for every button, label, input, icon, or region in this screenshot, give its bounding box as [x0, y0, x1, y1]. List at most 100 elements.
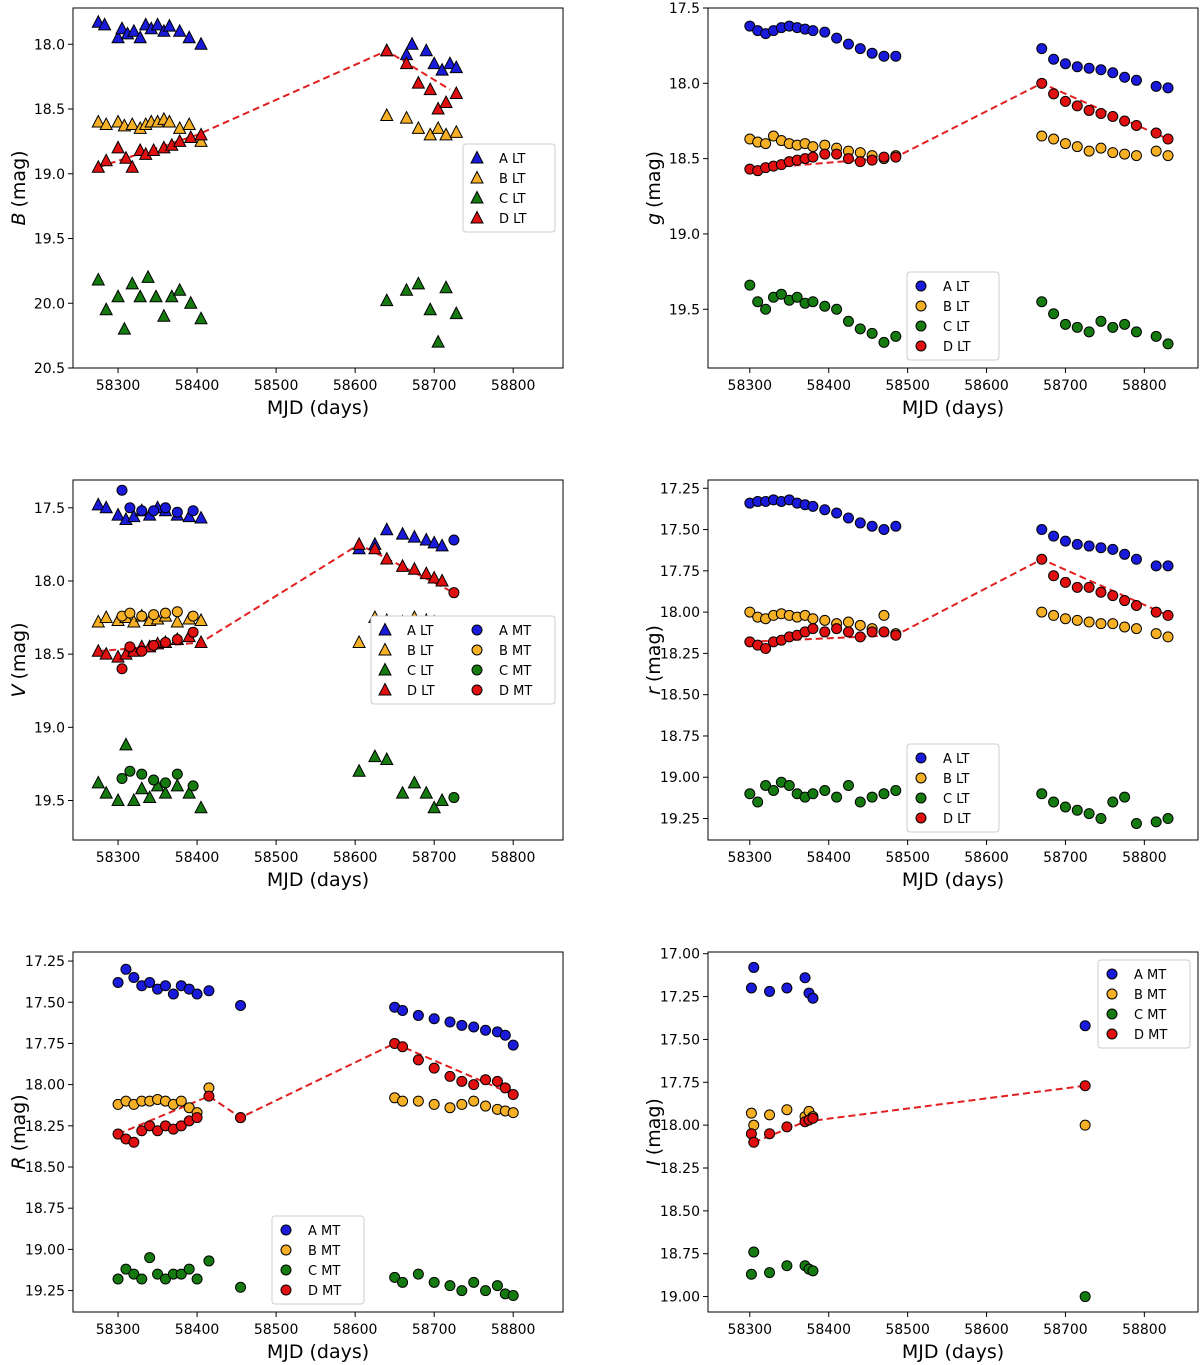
data-point	[379, 751, 394, 766]
legend-marker	[915, 280, 927, 292]
legend-box	[906, 743, 1000, 833]
data-point	[171, 768, 183, 780]
data-point	[136, 505, 148, 517]
data-point	[175, 1268, 187, 1280]
data-point	[152, 1268, 164, 1280]
x-tick-label: 58500	[885, 850, 930, 866]
data-point	[431, 101, 445, 115]
data-point	[468, 1079, 480, 1091]
data-point	[748, 1246, 760, 1258]
data-point	[183, 983, 195, 995]
data-point	[443, 56, 457, 70]
data-point	[187, 780, 199, 792]
data-point	[97, 17, 112, 31]
data-point	[456, 1075, 468, 1087]
data-point	[1079, 1119, 1091, 1131]
data-point	[172, 23, 187, 37]
data-point	[397, 1041, 409, 1053]
data-point	[194, 133, 208, 147]
y-tick-label: 18.75	[660, 729, 700, 745]
data-point	[405, 36, 419, 50]
data-point	[842, 153, 854, 165]
data-point	[235, 1000, 247, 1012]
data-point	[1083, 581, 1095, 593]
data-point	[1059, 801, 1071, 813]
x-tick-label: 58700	[412, 378, 457, 394]
data-point	[760, 642, 772, 654]
y-tick-label: 17.50	[660, 1032, 700, 1048]
data-point	[1162, 813, 1174, 825]
data-point	[491, 1075, 503, 1087]
data-point	[175, 1095, 187, 1107]
x-tick-label: 58500	[254, 1322, 299, 1338]
axes-frame	[707, 951, 1199, 1313]
legend-box	[906, 271, 1000, 361]
y-axis-unit: (mag)	[643, 1098, 665, 1155]
data-point	[124, 765, 136, 777]
data-point	[127, 23, 141, 37]
data-point	[175, 1120, 187, 1132]
data-point	[379, 293, 394, 307]
legend-marker	[915, 792, 927, 804]
data-point	[1036, 296, 1048, 308]
data-point	[119, 150, 133, 164]
x-tick-label: 58300	[96, 378, 141, 394]
data-point	[411, 75, 426, 89]
data-point	[1107, 67, 1119, 79]
data-point	[1150, 816, 1162, 828]
data-point	[111, 140, 125, 154]
y-axis-label: r (mag)	[643, 625, 665, 695]
data-point	[878, 524, 890, 536]
y-tick-label: 18.75	[660, 1247, 700, 1263]
data-point	[187, 626, 199, 638]
data-point	[449, 124, 464, 138]
data-point	[799, 972, 811, 984]
data-point	[1036, 130, 1048, 142]
x-axis-label: MJD (days)	[902, 1341, 1004, 1363]
y-axis-symbol: I	[643, 1160, 665, 1166]
y-tick-label: 19.0	[34, 167, 65, 183]
y-axis-symbol: r	[643, 686, 665, 695]
data-point	[112, 976, 124, 988]
data-point	[412, 1268, 424, 1280]
data-point	[1036, 43, 1048, 55]
data-point	[1150, 628, 1162, 640]
data-point	[352, 634, 366, 648]
legend-marker	[915, 340, 927, 352]
data-point	[831, 507, 843, 519]
legend-label: D LT	[943, 812, 971, 827]
data-point	[172, 282, 187, 296]
x-tick-label: 58400	[175, 378, 220, 394]
y-axis-symbol: g	[643, 213, 665, 225]
x-tick-label: 58800	[1122, 378, 1167, 394]
y-axis-label: R (mag)	[8, 1094, 30, 1169]
data-point	[480, 1285, 492, 1297]
data-point	[807, 151, 819, 163]
y-tick-label: 19.00	[25, 1242, 65, 1258]
data-point	[807, 25, 819, 37]
data-point	[136, 768, 148, 780]
data-point	[1071, 804, 1083, 816]
data-point	[1083, 104, 1095, 116]
data-point	[1079, 1020, 1091, 1032]
axes-frame	[72, 7, 564, 369]
x-tick-label: 58600	[964, 378, 1009, 394]
data-point	[890, 784, 902, 796]
data-point	[878, 609, 890, 621]
y-tick-label: 18.25	[25, 1119, 65, 1135]
data-point	[781, 982, 793, 994]
data-point	[1048, 53, 1060, 65]
data-point	[890, 330, 902, 342]
data-point	[111, 289, 125, 303]
data-point	[1119, 548, 1131, 560]
data-point	[842, 315, 854, 327]
legend-label: B LT	[943, 300, 970, 315]
data-point	[1130, 600, 1142, 612]
data-point	[1107, 321, 1119, 333]
legend-marker	[915, 812, 927, 824]
data-point	[752, 296, 764, 308]
data-point	[170, 614, 185, 628]
legend-label: B MT	[499, 644, 531, 659]
data-point	[128, 1136, 140, 1148]
data-point	[744, 788, 756, 800]
